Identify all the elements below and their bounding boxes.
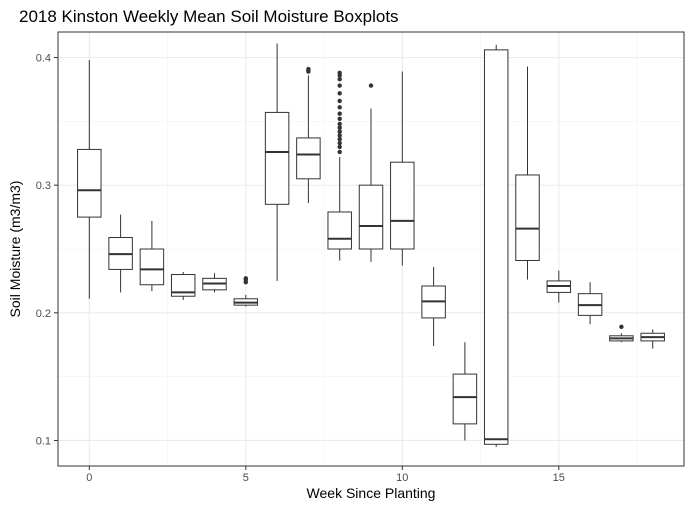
outlier-point <box>337 129 342 134</box>
box-week-3 <box>170 271 196 301</box>
box-iqr <box>170 274 196 297</box>
box-iqr <box>358 184 384 250</box>
x-tick-label: 0 <box>86 472 92 484</box>
chart-title: 2018 Kinston Weekly Mean Soil Moisture B… <box>19 7 399 26</box>
box-iqr <box>452 373 478 425</box>
x-tick-label: 5 <box>243 472 249 484</box>
box-week-4 <box>202 273 227 293</box>
outlier-point <box>337 116 342 122</box>
outlier-point <box>337 149 342 155</box>
box-week-18 <box>640 329 665 349</box>
box-series <box>77 43 665 447</box>
outlier-point <box>337 121 342 127</box>
box-week-17 <box>609 324 634 343</box>
box-iqr <box>264 111 290 205</box>
outlier-point <box>337 77 342 82</box>
box-week-11 <box>421 266 446 347</box>
outlier-point <box>337 70 342 76</box>
plot-border <box>57 31 685 467</box>
box-week-5 <box>233 276 259 307</box>
box-iqr <box>483 49 509 445</box>
box-week-0 <box>77 60 102 299</box>
outlier-point <box>337 105 342 110</box>
box-iqr <box>296 137 321 180</box>
outlier-point <box>337 140 342 146</box>
box-iqr <box>515 174 540 261</box>
x-tick-label: 10 <box>396 472 408 484</box>
box-week-2 <box>139 220 165 292</box>
y-tick-label: 0.3 <box>36 180 51 192</box>
box-week-16 <box>577 282 603 325</box>
box-iqr <box>390 161 415 250</box>
outlier-point <box>337 83 342 88</box>
outlier-point <box>337 133 342 138</box>
outlier-point <box>337 144 342 150</box>
y-tick-label: 0.2 <box>36 308 51 320</box>
outlier-point <box>306 66 311 72</box>
y-tick-label: 0.1 <box>36 435 51 447</box>
box-week-9 <box>358 83 384 262</box>
x-axis: 0 5 10 15 <box>86 466 565 484</box>
box-week-12 <box>452 342 478 441</box>
box-week-15 <box>546 270 572 303</box>
box-week-10 <box>390 71 415 266</box>
outlier-point <box>243 276 248 281</box>
x-axis-title: Week Since Planting <box>307 485 436 501</box>
y-tick-label: 0.4 <box>36 53 51 65</box>
outlier-point <box>368 83 374 88</box>
x-tick-label: 15 <box>553 472 565 484</box>
outlier-point <box>337 91 342 96</box>
box-week-7 <box>296 66 321 204</box>
outlier-point <box>619 324 624 330</box>
outlier-point <box>337 111 342 116</box>
box-iqr <box>327 211 352 250</box>
outlier-point <box>337 137 342 142</box>
y-axis: 0.1 0.2 0.3 0.4 <box>36 53 58 447</box>
box-week-8 <box>327 70 352 261</box>
outlier-point <box>337 125 342 130</box>
box-week-13 <box>483 44 509 447</box>
y-axis-title: Soil Moisture (m3/m3) <box>7 181 23 318</box>
box-iqr <box>77 148 102 218</box>
box-week-1 <box>108 214 133 293</box>
box-week-6 <box>264 43 290 281</box>
box-iqr <box>139 248 165 286</box>
outlier-point <box>337 98 342 104</box>
box-week-14 <box>515 66 540 280</box>
